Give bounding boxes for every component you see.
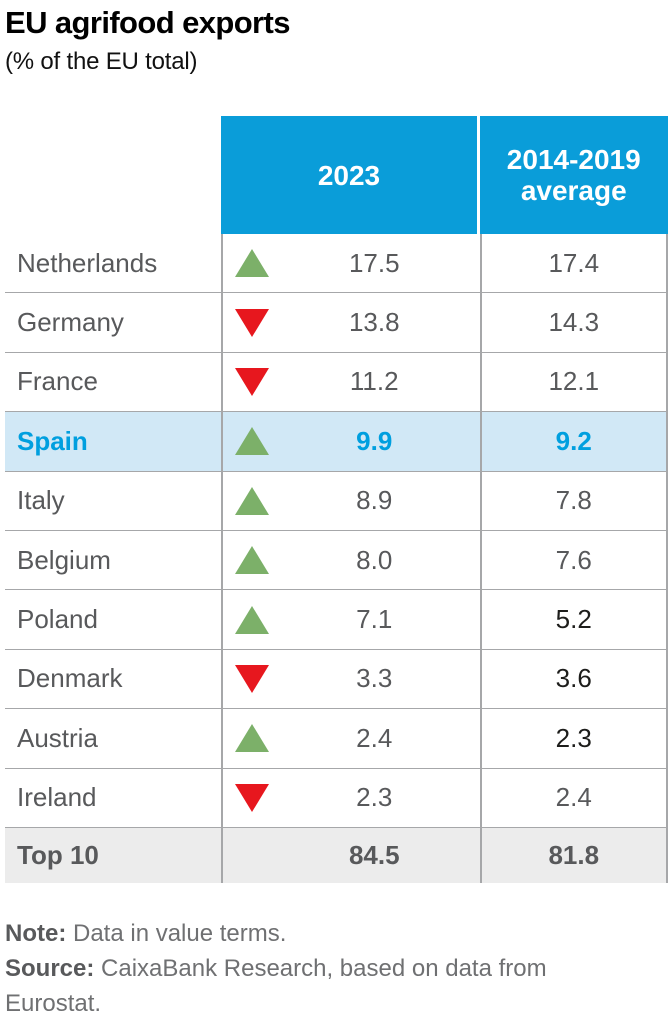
value-2023-cell: 17.5 xyxy=(221,234,480,293)
note-text: Data in value terms. xyxy=(66,920,287,947)
source-label: Source: xyxy=(5,955,95,982)
total-label: Top 10 xyxy=(17,839,99,870)
up-triangle-icon xyxy=(235,724,269,753)
source-line: Source: CaixaBank Research, based on dat… xyxy=(5,951,605,1021)
down-triangle-icon xyxy=(235,367,269,396)
column-header-2023: 2023 xyxy=(221,116,477,234)
table-row: Poland 7.1 5.2 xyxy=(5,590,668,650)
header-spacer-cell xyxy=(5,116,221,234)
total-2023-cell: 84.5 xyxy=(221,827,480,883)
value-2023-cell: 11.2 xyxy=(221,352,480,412)
value-average-cell: 17.4 xyxy=(479,234,668,293)
country-name: France xyxy=(17,366,98,397)
table-row: Germany 13.8 14.3 xyxy=(5,293,668,353)
value-average-cell: 5.2 xyxy=(479,590,668,649)
total-average: 81.8 xyxy=(548,839,600,870)
value-2023: 2.4 xyxy=(356,722,393,753)
value-2023-cell: 2.4 xyxy=(221,709,480,768)
country-name: Spain xyxy=(17,425,88,456)
table-row: Belgium 8.0 7.6 xyxy=(5,530,668,591)
country-name: Germany xyxy=(17,307,124,338)
total-2023: 84.5 xyxy=(348,839,400,870)
value-average: 7.6 xyxy=(555,544,592,575)
table-row: Austria 2.4 2.3 xyxy=(5,709,668,769)
down-triangle-icon xyxy=(235,308,269,337)
value-2023-cell: 3.3 xyxy=(221,649,480,709)
value-average: 2.3 xyxy=(555,722,592,753)
table-header-row: 2023 2014-2019 average xyxy=(5,116,668,234)
table-total-row: Top 10 84.5 81.8 xyxy=(5,827,668,883)
table-row: Netherlands 17.5 17.4 xyxy=(5,234,668,294)
country-name: Netherlands xyxy=(17,247,158,278)
value-average: 7.8 xyxy=(555,485,592,516)
value-2023-cell: 8.0 xyxy=(221,530,480,590)
value-average: 12.1 xyxy=(548,366,600,397)
total-average-cell: 81.8 xyxy=(479,827,668,883)
value-average: 2.4 xyxy=(555,782,592,813)
country-name: Austria xyxy=(17,722,98,753)
value-average-cell: 7.8 xyxy=(479,471,668,530)
up-triangle-icon xyxy=(235,605,269,634)
country-name: Poland xyxy=(17,604,98,635)
note-line: Note: Data in value terms. xyxy=(5,916,605,951)
source-text: CaixaBank Research, based on data from E… xyxy=(5,955,547,1017)
value-2023: 8.9 xyxy=(356,485,393,516)
value-2023: 11.2 xyxy=(349,366,399,397)
value-average-cell: 12.1 xyxy=(479,352,668,412)
table-row: Italy 8.9 7.8 xyxy=(5,471,668,531)
page-title: EU agrifood exports xyxy=(5,5,290,40)
value-2023: 3.3 xyxy=(356,663,393,694)
up-triangle-icon xyxy=(235,486,269,515)
table-row: Denmark 3.3 3.6 xyxy=(5,649,668,710)
page-subtitle: (% of the EU total) xyxy=(5,48,198,75)
value-2023-cell: 8.9 xyxy=(221,471,480,530)
note-label: Note: xyxy=(5,920,67,947)
country-name: Italy xyxy=(17,485,65,516)
country-name: Denmark xyxy=(17,663,123,694)
footnotes: Note: Data in value terms. Source: Caixa… xyxy=(5,916,605,1021)
value-2023-cell: 2.3 xyxy=(221,768,480,827)
value-average: 3.6 xyxy=(555,663,592,694)
up-triangle-icon xyxy=(235,427,269,456)
country-name: Belgium xyxy=(17,544,111,575)
value-average-cell: 9.2 xyxy=(479,412,668,471)
value-2023: 2.3 xyxy=(356,782,393,813)
value-2023-cell: 13.8 xyxy=(221,293,480,352)
value-2023: 13.8 xyxy=(348,307,400,338)
value-average: 14.3 xyxy=(548,307,600,338)
up-triangle-icon xyxy=(235,249,269,278)
value-2023: 7.1 xyxy=(356,604,393,635)
value-average: 5.2 xyxy=(555,604,592,635)
value-average-cell: 14.3 xyxy=(479,293,668,352)
value-average-cell: 2.3 xyxy=(479,709,668,768)
exports-table: 2023 2014-2019 average Netherlands 17.5 … xyxy=(5,116,668,883)
column-header-average: 2014-2019 average xyxy=(479,116,668,234)
value-2023-cell: 7.1 xyxy=(221,590,480,649)
country-name: Ireland xyxy=(17,782,97,813)
up-triangle-icon xyxy=(235,546,269,575)
value-2023-cell: 9.9 xyxy=(221,412,480,471)
value-average: 9.2 xyxy=(555,425,592,456)
table-row: Ireland 2.3 2.4 xyxy=(5,768,668,828)
value-average-cell: 7.6 xyxy=(479,530,668,590)
value-average-cell: 2.4 xyxy=(479,768,668,827)
value-2023: 9.9 xyxy=(356,425,393,456)
down-triangle-icon xyxy=(235,783,269,812)
value-average-cell: 3.6 xyxy=(479,649,668,709)
value-average: 17.4 xyxy=(548,247,600,278)
value-2023: 17.5 xyxy=(348,247,400,278)
down-triangle-icon xyxy=(235,664,269,693)
value-2023: 8.0 xyxy=(356,544,393,575)
table-row-highlighted-spain: Spain 9.9 9.2 xyxy=(5,412,668,472)
table-row: France 11.2 12.1 xyxy=(5,352,668,413)
